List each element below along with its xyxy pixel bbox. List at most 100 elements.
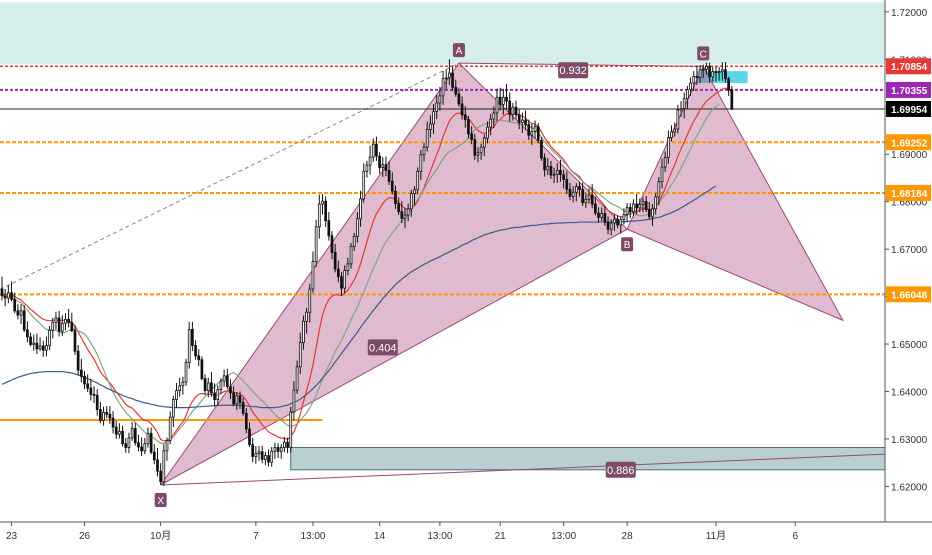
candle-body <box>295 366 299 391</box>
candle-body <box>549 166 553 176</box>
candle-body <box>476 152 480 156</box>
candle-body <box>308 288 312 313</box>
time-tick-label: 14 <box>374 531 386 542</box>
candle-body <box>352 235 356 247</box>
candle-body <box>241 402 245 414</box>
candle-body <box>368 156 372 166</box>
candle-body <box>13 299 17 312</box>
candle-body <box>628 206 632 213</box>
candle-body <box>581 188 585 204</box>
candle-body <box>536 126 540 141</box>
candle-body <box>251 444 255 457</box>
candle-body <box>156 459 159 472</box>
candle-body <box>19 310 23 316</box>
candle-body <box>45 345 48 351</box>
candle-body <box>105 411 109 415</box>
time-tick-label: 13:00 <box>551 531 576 542</box>
candle-body <box>479 146 483 154</box>
candle-body <box>121 430 124 445</box>
price-tick-label: 1.72000 <box>891 8 928 19</box>
candle-body <box>178 385 182 391</box>
candle-body <box>625 206 629 215</box>
candle-body <box>584 198 588 204</box>
candle-body <box>454 86 458 95</box>
candle-body <box>340 276 343 289</box>
candle-body <box>41 345 45 351</box>
candle-body <box>603 213 607 223</box>
candle-body <box>165 439 169 452</box>
price-label: 1.69954 <box>891 105 928 116</box>
time-tick-label: 13:00 <box>427 531 452 542</box>
candle-body <box>152 451 156 461</box>
candle-body <box>530 131 534 136</box>
candle-body <box>676 109 680 130</box>
candle-body <box>16 310 20 316</box>
candle-body <box>349 245 353 265</box>
candle-body <box>330 235 334 253</box>
candle-body <box>686 89 689 100</box>
candle-body <box>48 329 51 346</box>
candle-body <box>654 196 658 210</box>
candle-body <box>324 200 328 222</box>
point-X-label: X <box>157 496 164 507</box>
candle-body <box>663 157 667 168</box>
candle-body <box>406 208 410 216</box>
candle-body <box>727 78 730 91</box>
candle-body <box>22 310 26 331</box>
candle-body <box>508 100 512 115</box>
candle-body <box>555 169 559 175</box>
candle-body <box>362 170 366 200</box>
candle-body <box>695 76 699 78</box>
candle-body <box>336 268 340 278</box>
price-label: 1.68184 <box>891 189 928 200</box>
candle-body <box>666 137 670 158</box>
price-label: 1.70854 <box>891 62 928 73</box>
candle-body <box>698 69 702 78</box>
candle-body <box>219 380 223 391</box>
candle-body <box>346 263 350 271</box>
ratio-0.404-box <box>367 339 398 356</box>
candle-body <box>730 89 734 110</box>
candle-body <box>95 394 99 410</box>
candle-body <box>501 96 505 105</box>
candle-body <box>79 369 83 377</box>
candle-body <box>619 219 623 226</box>
candle-body <box>327 220 331 237</box>
candle-body <box>559 169 562 176</box>
candle-body <box>378 155 381 168</box>
candle-body <box>708 66 711 78</box>
candle-body <box>594 203 597 214</box>
pattern-xab <box>160 62 628 486</box>
price-label-box <box>886 100 931 117</box>
candle-body <box>118 430 121 435</box>
candle-body <box>381 164 385 168</box>
ratio-label: 0.404 <box>369 342 397 354</box>
price-tick-label: 1.65000 <box>891 340 928 351</box>
ratio-label: 0.886 <box>607 465 635 477</box>
candle-body <box>286 441 289 448</box>
candle-body <box>457 93 461 105</box>
time-tick-label: 6 <box>792 531 798 542</box>
candle-body <box>67 318 70 324</box>
candle-body <box>644 201 648 211</box>
candle-body <box>343 270 347 289</box>
candle-body <box>51 321 55 331</box>
point-C-label: C <box>700 49 707 60</box>
candle-body <box>314 226 318 262</box>
candle-body <box>35 342 39 350</box>
candle-body <box>460 103 464 116</box>
point-B-box <box>621 237 634 252</box>
candle-body <box>89 387 93 395</box>
candle-body <box>571 191 575 197</box>
candle-body <box>470 133 473 140</box>
candle-body <box>206 382 210 391</box>
price-label-box <box>886 134 931 151</box>
candle-body <box>670 131 673 139</box>
candle-body <box>181 381 185 387</box>
candle-body <box>168 416 172 441</box>
candle-body <box>511 106 515 115</box>
time-tick-label: 11月 <box>706 530 726 542</box>
candle-body <box>473 139 477 156</box>
candle-body <box>270 450 274 463</box>
